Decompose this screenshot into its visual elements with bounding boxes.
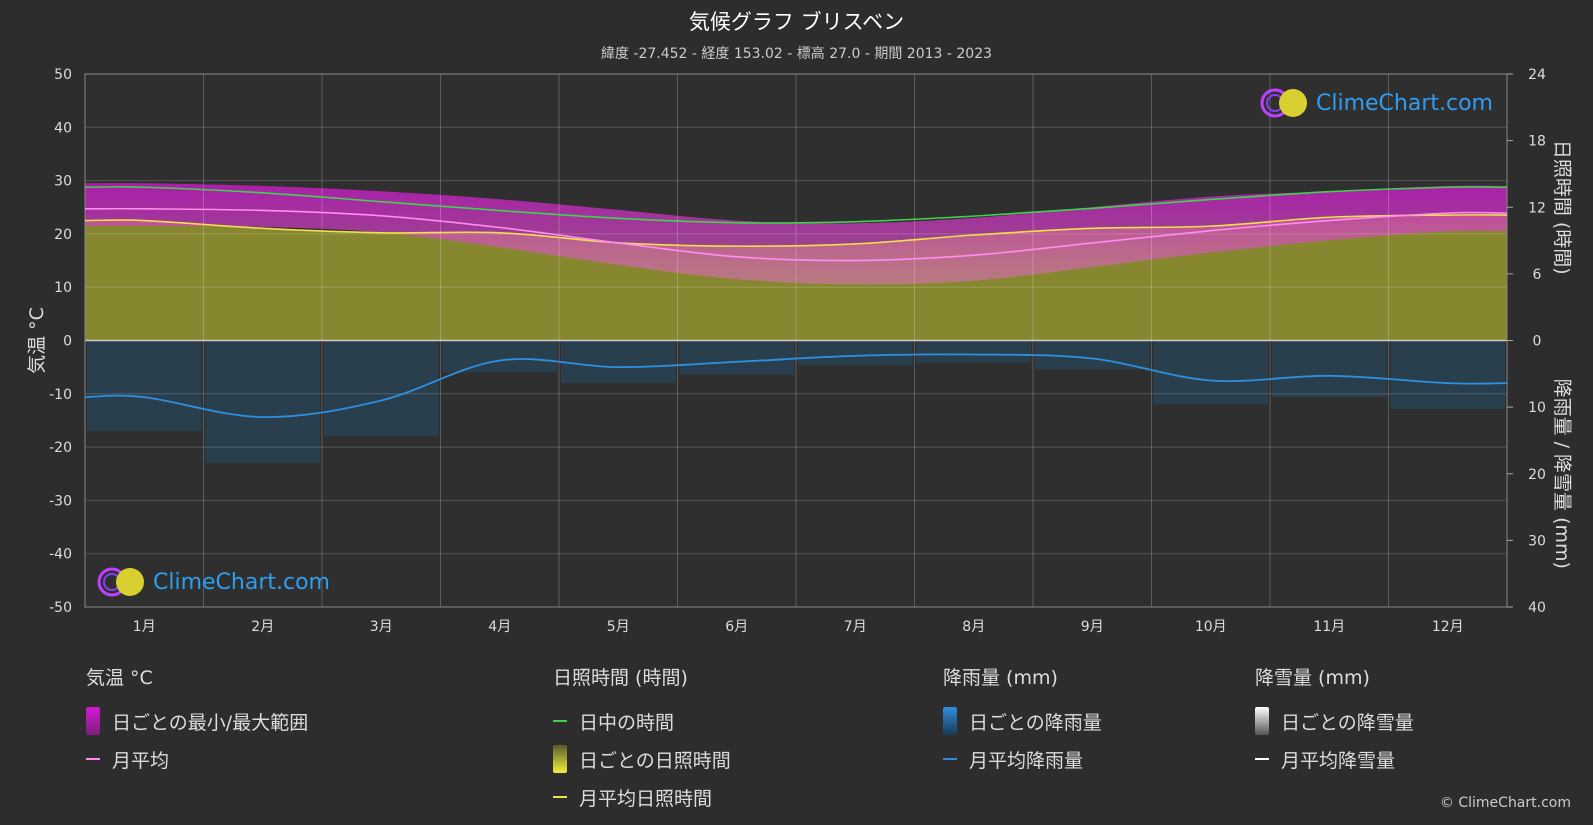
legend-sunshine: 日照時間 (時間) 日中の時間 日ごとの日照時間 月平均日照時間 (553, 663, 731, 816)
y3-axis-title: 降雨量 / 降雪量 (mm) (1551, 379, 1573, 569)
x-tick-label: 3月 (370, 619, 393, 635)
rain-swatch (943, 707, 957, 735)
y-tick-label: 10 (54, 280, 72, 296)
y-tick-label: -50 (49, 600, 72, 616)
rain-bar (87, 340, 202, 432)
chart-lines (84, 186, 1508, 419)
x-tick-label: 10月 (1195, 619, 1227, 635)
rain-bar (798, 340, 913, 366)
rain-avg-swatch (943, 758, 957, 760)
copyright: © ClimeChart.com (1439, 795, 1571, 811)
legend-item: 日ごとの最小/最大範囲 (86, 702, 308, 740)
legend-item: 日ごとの降雨量 (943, 702, 1102, 740)
rain-bar (442, 340, 557, 373)
y-tick-label: -20 (49, 440, 72, 456)
legend-temperature: 気温 °C 日ごとの最小/最大範囲 月平均 (86, 663, 308, 778)
legend-label: 月平均降雨量 (969, 749, 1084, 772)
temp-range-swatch (86, 707, 100, 735)
x-tick-label: 1月 (133, 619, 156, 635)
x-tick-label: 11月 (1313, 619, 1345, 635)
sunshine-swatch (553, 745, 567, 773)
y2-tick-label: 18 (1528, 134, 1546, 150)
y-tick-label: 0 (63, 334, 72, 350)
legend-heading: 降雪量 (mm) (1255, 667, 1370, 689)
rain-bar (916, 340, 1031, 363)
logo-text: ClimeChart.com (1316, 90, 1493, 116)
y-tick-label: 40 (54, 120, 72, 136)
snow-avg-swatch (1255, 758, 1269, 760)
y-axis-title: 気温 °C (26, 307, 48, 374)
y3-tick-label: 10 (1528, 400, 1546, 416)
y-tick-label: -30 (49, 493, 72, 509)
legend-item: 日ごとの日照時間 (553, 740, 731, 778)
legend-item: 月平均日照時間 (553, 778, 731, 816)
rain-bar (1153, 340, 1268, 405)
logo-top[interactable]: ClimeChart.com (1258, 86, 1493, 120)
rain-bar (1390, 340, 1505, 409)
y-tick-label: -40 (49, 547, 72, 563)
sunshine-avg-line (84, 214, 1508, 247)
y2-axis-title: 日照時間 (時間) (1551, 140, 1573, 275)
temp-range-band (85, 183, 1507, 285)
logo-text: ClimeChart.com (153, 569, 330, 595)
y3-tick-label: 20 (1528, 467, 1546, 483)
rain-bar (205, 340, 320, 464)
legend-label: 日ごとの日照時間 (579, 749, 731, 772)
legend-item: 月平均降雪量 (1255, 740, 1414, 778)
legend-snow: 降雪量 (mm) 日ごとの降雪量 月平均降雪量 (1255, 663, 1414, 778)
y2-tick-label: 24 (1528, 67, 1546, 83)
snow-swatch (1255, 707, 1269, 735)
legend-label: 月平均降雪量 (1281, 749, 1396, 772)
chart-title: 気候グラフ ブリスベン (688, 10, 905, 34)
rain-bar (1272, 340, 1387, 397)
y-tick-label: 50 (54, 67, 72, 83)
logo-icon (97, 567, 144, 597)
x-tick-label: 4月 (488, 619, 511, 635)
x-tick-label: 6月 (725, 619, 748, 635)
legend-item: 月平均降雨量 (943, 740, 1102, 778)
y3-tick-label: 30 (1528, 533, 1546, 549)
daylight-swatch (553, 720, 567, 722)
sunshine-avg-swatch (553, 796, 567, 798)
temp-avg-line (84, 207, 1508, 262)
chart-axes: 50 40 30 20 10 0 -10 -20 -30 -40 -50 24 18 12 6 0 10 20 30… (26, 67, 1573, 635)
daylight-line (84, 186, 1508, 224)
temp-avg-swatch (86, 758, 100, 760)
legend-heading: 降雨量 (mm) (943, 667, 1058, 689)
legend-label: 日中の時間 (579, 711, 675, 734)
y2-tick-label: 6 (1533, 267, 1542, 283)
legend-label: 日ごとの降雨量 (969, 711, 1102, 734)
legend-item: 月平均 (86, 740, 308, 778)
x-tick-label: 9月 (1081, 619, 1104, 635)
legend-heading: 気温 °C (86, 667, 153, 689)
y-tick-label: -10 (49, 387, 72, 403)
legend-heading: 日照時間 (時間) (553, 667, 688, 689)
y3-tick-label: 40 (1528, 600, 1546, 616)
legend-label: 日ごとの降雪量 (1281, 711, 1414, 734)
y2-tick-label: 0 (1533, 334, 1542, 350)
chart-grid (84, 73, 1508, 608)
chart-subtitle: 緯度 -27.452 - 経度 153.02 - 標高 27.0 - 期間 20… (600, 46, 993, 62)
x-tick-label: 7月 (844, 619, 867, 635)
legend-item: 日ごとの降雪量 (1255, 702, 1414, 740)
rain-bar (679, 340, 794, 375)
logo-bottom[interactable]: ClimeChart.com (95, 565, 330, 599)
x-tick-label: 8月 (962, 619, 985, 635)
legend-item: 日中の時間 (553, 702, 731, 740)
legend-label: 月平均日照時間 (579, 787, 713, 810)
rain-bar (324, 340, 439, 437)
logo-icon (1260, 88, 1307, 118)
y-tick-label: 30 (54, 174, 72, 190)
rain-bar (561, 340, 676, 384)
x-tick-label: 2月 (251, 619, 274, 635)
x-tick-label: 12月 (1432, 619, 1464, 635)
legend-rain: 降雨量 (mm) 日ごとの降雨量 月平均降雨量 (943, 663, 1102, 778)
legend-label: 日ごとの最小/最大範囲 (112, 711, 309, 734)
x-tick-label: 5月 (607, 619, 630, 635)
y2-tick-label: 12 (1528, 200, 1546, 216)
y-tick-label: 20 (54, 227, 72, 243)
legend-label: 月平均 (112, 749, 170, 772)
rain-avg-line (84, 353, 1508, 419)
